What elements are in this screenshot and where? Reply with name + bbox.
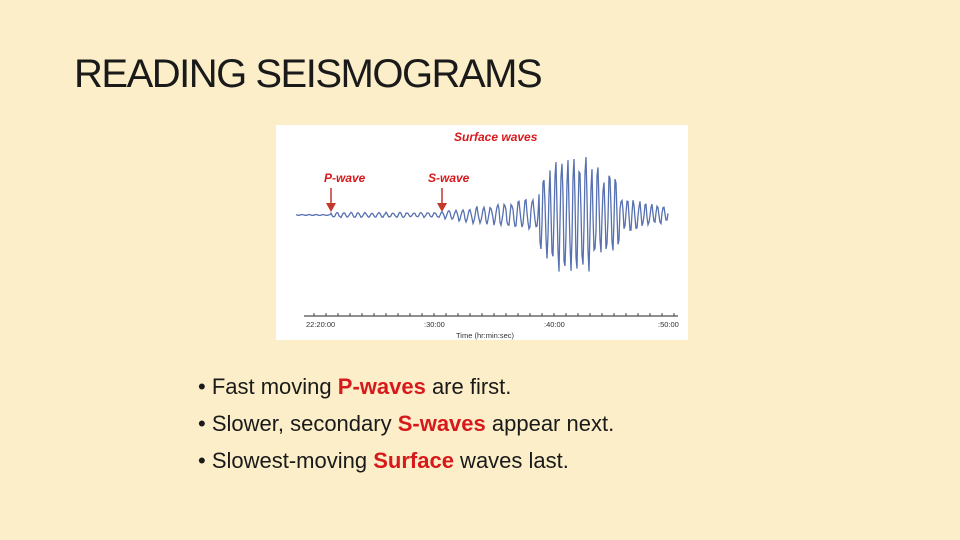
surface-waves-label: Surface waves [454, 130, 538, 144]
highlight-p-waves: P-waves [337, 374, 426, 399]
tick-label-0: 22:20:00 [306, 320, 335, 329]
bullet-surface-waves: • Slowest-moving Surface waves last. [198, 442, 614, 479]
bullet-text-post: are first. [425, 374, 512, 399]
axis-label: Time (hr:min:sec) [456, 331, 515, 340]
bullet-glyph: • [198, 411, 206, 436]
highlight-surface: Surface [373, 448, 454, 473]
seismogram-svg: Surface waves P-wave S-wave 22:20:00 :30… [295, 130, 679, 340]
time-axis: 22:20:00 :30:00 :40:00 :50:00 Time (hr:m… [304, 313, 679, 340]
axis-minor-ticks [313, 313, 675, 316]
p-wave-arrow [326, 188, 336, 212]
slide-title: READING SEISMOGRAMS [74, 52, 543, 96]
bullet-text-post: waves last. [453, 448, 569, 473]
bullet-list: • Fast moving P-waves are first. • Slowe… [198, 368, 614, 479]
seismogram-trace [295, 157, 669, 272]
bullet-text-pre: Slowest-moving [211, 448, 374, 473]
s-wave-arrow [437, 188, 447, 212]
bullet-s-waves: • Slower, secondary S-waves appear next. [198, 405, 614, 442]
s-wave-label: S-wave [428, 171, 470, 185]
tick-label-2: :40:00 [544, 320, 565, 329]
tick-label-1: :30:00 [424, 320, 445, 329]
bullet-p-waves: • Fast moving P-waves are first. [198, 368, 614, 405]
tick-label-3: :50:00 [658, 320, 679, 329]
highlight-s-waves: S-waves [397, 411, 486, 436]
bullet-glyph: • [198, 448, 206, 473]
bullet-text-pre: Fast moving [211, 374, 338, 399]
bullet-glyph: • [198, 374, 206, 399]
seismogram-figure: Surface waves P-wave S-wave 22:20:00 :30… [276, 125, 688, 340]
bullet-text-post: appear next. [485, 411, 615, 436]
p-wave-label: P-wave [324, 171, 366, 185]
bullet-text-pre: Slower, secondary [211, 411, 398, 436]
